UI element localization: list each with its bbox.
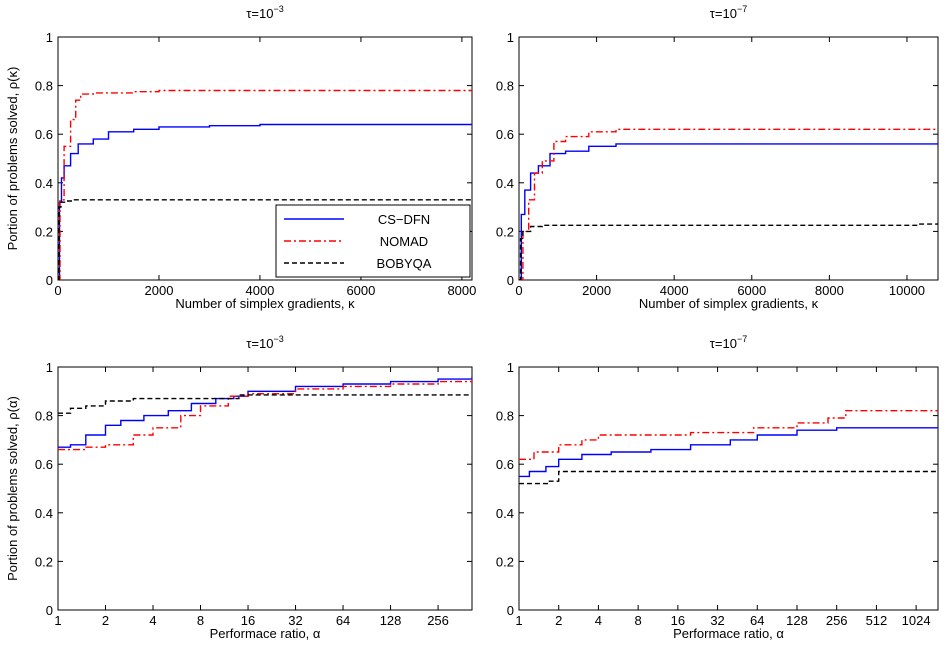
y-tick-label: 1 xyxy=(507,30,514,45)
y-tick-label: 0.4 xyxy=(35,506,53,521)
x-tick-label: 10000 xyxy=(889,283,925,298)
x-tick-label: 6000 xyxy=(346,283,375,298)
series-line-bobyqa xyxy=(58,198,472,280)
y-tick-label: 0.8 xyxy=(496,409,514,424)
plot-frame xyxy=(518,366,939,611)
series-line-nomad xyxy=(58,89,472,280)
x-tick-label: 4 xyxy=(149,613,156,628)
series-line-bobyqa xyxy=(58,394,472,414)
x-tick-label: 32 xyxy=(288,613,302,628)
x-tick-label: 1 xyxy=(54,613,61,628)
x-tick-label: 2000 xyxy=(582,283,611,298)
y-tick-label: 0.4 xyxy=(35,176,53,191)
plot-title: τ=10−3 xyxy=(246,4,283,21)
y-tick-label: 1 xyxy=(507,360,514,375)
y-tick-label: 0 xyxy=(46,273,53,288)
x-tick-label: 8000 xyxy=(815,283,844,298)
legend-label: NOMAD xyxy=(380,234,428,249)
plot-title-base: τ=10 xyxy=(246,6,273,21)
y-tick-label: 0.2 xyxy=(35,554,53,569)
x-tick-label: 256 xyxy=(826,613,848,628)
x-tick-label: 16 xyxy=(671,613,685,628)
x-tick-label: 0 xyxy=(54,283,61,298)
x-tick-label: 64 xyxy=(336,613,350,628)
y-tick-label: 0.2 xyxy=(35,224,53,239)
x-tick-label: 1024 xyxy=(902,613,931,628)
y-tick-label: 0.6 xyxy=(496,127,514,142)
plot-title-exponent: −7 xyxy=(737,4,747,14)
x-axis-label: Performace ratio, α xyxy=(673,626,784,641)
plot-title-exponent: −3 xyxy=(273,4,283,14)
x-tick-label: 128 xyxy=(786,613,808,628)
y-tick-label: 0.8 xyxy=(35,409,53,424)
y-axis-label: Portion of problems solved, ρ(α) xyxy=(5,396,20,581)
y-tick-label: 0.6 xyxy=(35,457,53,472)
legend: CS−DFN NOMAD BOBYQA xyxy=(275,204,471,278)
x-tick-label: 4000 xyxy=(660,283,689,298)
plot-title-base: τ=10 xyxy=(710,6,737,21)
x-axis-label: Number of simplex gradients, κ xyxy=(175,296,355,311)
x-tick-label: 64 xyxy=(750,613,764,628)
plot-title: τ=10−7 xyxy=(710,334,747,351)
x-tick-label: 32 xyxy=(710,613,724,628)
x-tick-label: 6000 xyxy=(737,283,766,298)
x-tick-label: 8 xyxy=(197,613,204,628)
y-tick-label: 0.2 xyxy=(496,224,514,239)
y-tick-label: 0.4 xyxy=(496,176,514,191)
series-line-csdfn xyxy=(58,123,472,280)
x-tick-label: 2 xyxy=(555,613,562,628)
y-tick-label: 0 xyxy=(507,273,514,288)
plot-title-exponent: −3 xyxy=(273,334,283,344)
series-line-csdfn xyxy=(519,142,938,280)
plot-title-base: τ=10 xyxy=(246,336,273,351)
legend-label: BOBYQA xyxy=(377,256,432,271)
legend-box xyxy=(275,204,471,278)
y-tick-label: 0.8 xyxy=(35,79,53,94)
series-line-bobyqa xyxy=(519,470,938,485)
x-tick-label: 0 xyxy=(515,283,522,298)
y-tick-label: 0.2 xyxy=(496,554,514,569)
panel-1: 0 2000 4000 6000 8000 0 0.2 0.4 0.6 0.8 1 τ=10−3 Num… xyxy=(5,4,476,311)
x-tick-label: 8000 xyxy=(447,283,476,298)
y-axis-label: Portion of problems solved, ρ(κ) xyxy=(5,67,20,251)
y-tick-label: 1 xyxy=(46,30,53,45)
y-tick-label: 0.4 xyxy=(496,506,514,521)
x-tick-label: 1 xyxy=(515,613,522,628)
x-tick-label: 8 xyxy=(635,613,642,628)
x-axis-label: Performace ratio, α xyxy=(210,626,321,641)
y-tick-label: 0.6 xyxy=(35,127,53,142)
y-tick-label: 0.8 xyxy=(496,79,514,94)
series-line-nomad xyxy=(58,379,472,451)
y-tick-label: 0 xyxy=(507,603,514,618)
y-tick-label: 0.6 xyxy=(496,457,514,472)
plot-frame xyxy=(57,366,473,611)
x-tick-label: 2 xyxy=(102,613,109,628)
x-tick-label: 4 xyxy=(595,613,602,628)
plot-title-base: τ=10 xyxy=(710,336,737,351)
x-tick-label: 256 xyxy=(427,613,449,628)
plot-frame xyxy=(518,36,939,281)
x-tick-label: 512 xyxy=(866,613,888,628)
x-tick-label: 16 xyxy=(241,613,255,628)
plot-title: τ=10−3 xyxy=(246,334,283,351)
y-tick-label: 1 xyxy=(46,360,53,375)
panel-2: 0 2000 4000 6000 8000 10000 0 0.2 0.4 0.6 0.8 1 τ=10… xyxy=(496,4,939,311)
x-tick-label: 2000 xyxy=(145,283,174,298)
series-line-csdfn xyxy=(58,376,472,448)
y-tick-label: 0 xyxy=(46,603,53,618)
x-axis-label: Number of simplex gradients, κ xyxy=(639,296,819,311)
x-tick-label: 128 xyxy=(380,613,402,628)
series-line-csdfn xyxy=(519,427,938,478)
plot-title-exponent: −7 xyxy=(737,334,747,344)
series-line-nomad xyxy=(519,410,938,460)
series-line-bobyqa xyxy=(519,222,938,280)
panel-3: 1 2 4 8 16 32 64 128 256 0 0.2 0.4 0.6 0.8 1 τ=10−3 Perf… xyxy=(5,334,473,641)
x-tick-label: 4000 xyxy=(245,283,274,298)
panel-4: 1 2 4 8 16 32 64 128 256 512 1024 0 0.2 0.4 0.6 0.8 1 τ=1… xyxy=(496,334,939,641)
legend-label: CS−DFN xyxy=(378,212,430,227)
plot-title: τ=10−7 xyxy=(710,4,747,21)
